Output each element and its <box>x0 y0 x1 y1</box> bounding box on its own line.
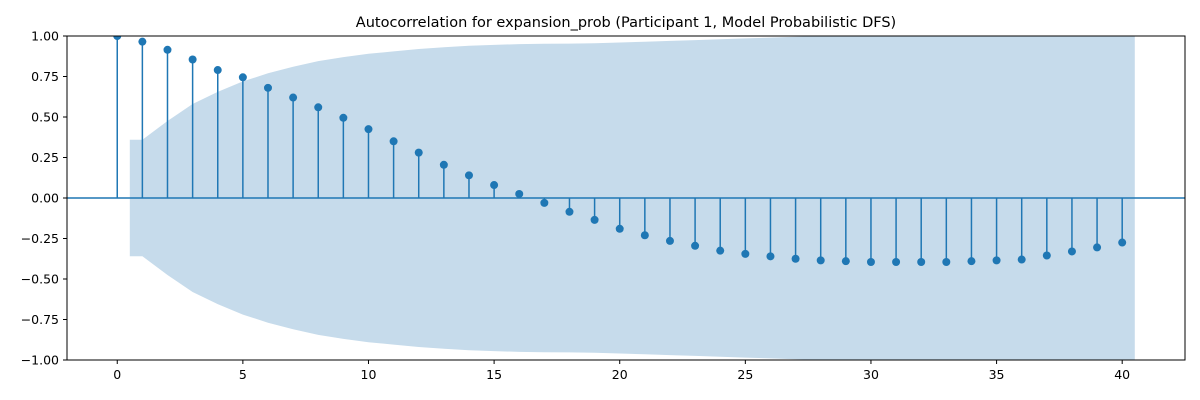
marker-lag-5 <box>238 73 247 82</box>
x-tick-label: 0 <box>113 367 121 382</box>
plot-area: 0 5 10 15 20 25 30 35 40 1.00 0.75 0.50 0.25 0.00 −0.2… <box>21 29 1186 382</box>
marker-lag-28 <box>816 256 825 265</box>
marker-lag-29 <box>841 257 850 266</box>
y-tick-label: −0.25 <box>21 231 59 246</box>
marker-lag-31 <box>892 257 901 266</box>
y-tick-label: 0.00 <box>31 191 59 206</box>
marker-lag-19 <box>590 215 599 224</box>
marker-lag-36 <box>1017 255 1026 264</box>
marker-lag-15 <box>490 181 499 190</box>
marker-lag-32 <box>917 257 926 266</box>
marker-lag-0 <box>113 36 122 40</box>
x-tick-label: 35 <box>989 367 1005 382</box>
marker-lag-16 <box>515 189 524 198</box>
marker-lag-40 <box>1118 238 1127 247</box>
marker-lag-25 <box>741 249 750 258</box>
marker-lag-10 <box>364 125 373 134</box>
x-tick-label: 5 <box>239 367 247 382</box>
marker-lag-26 <box>766 252 775 261</box>
y-tick-label: 0.50 <box>31 110 59 125</box>
marker-lag-20 <box>615 224 624 233</box>
marker-lag-6 <box>263 83 272 92</box>
marker-lag-34 <box>967 257 976 266</box>
marker-lag-18 <box>565 207 574 216</box>
marker-lag-8 <box>314 103 323 112</box>
x-tick-label: 30 <box>863 367 879 382</box>
chart-title: Autocorrelation for expansion_prob (Part… <box>356 15 896 31</box>
y-tick-label: 0.75 <box>31 69 59 84</box>
marker-lag-39 <box>1093 243 1102 252</box>
y-tick-label: −0.50 <box>21 272 59 287</box>
marker-lag-38 <box>1067 247 1076 256</box>
marker-lag-1 <box>138 37 147 46</box>
marker-lag-30 <box>866 257 875 266</box>
marker-lag-2 <box>163 45 172 54</box>
y-tick-label: −1.00 <box>21 353 59 368</box>
x-tick-label: 15 <box>486 367 502 382</box>
marker-lag-24 <box>716 246 725 255</box>
marker-lag-23 <box>691 241 700 250</box>
marker-lag-27 <box>791 254 800 263</box>
x-tick-label: 40 <box>1114 367 1130 382</box>
marker-lag-21 <box>640 231 649 240</box>
marker-lag-33 <box>942 257 951 266</box>
marker-lag-17 <box>540 198 549 207</box>
y-tick-label: 1.00 <box>31 29 59 44</box>
marker-lag-9 <box>339 113 348 122</box>
marker-lag-14 <box>464 171 473 180</box>
marker-lag-13 <box>439 160 448 169</box>
marker-lag-35 <box>992 256 1001 265</box>
x-tick-label: 10 <box>361 367 377 382</box>
y-tick-label: −0.75 <box>21 312 59 327</box>
marker-lag-37 <box>1042 251 1051 260</box>
marker-lag-3 <box>188 55 197 64</box>
marker-lag-7 <box>289 93 298 102</box>
x-tick-label: 25 <box>737 367 753 382</box>
marker-lag-22 <box>665 236 674 245</box>
y-tick-label: 0.25 <box>31 150 59 165</box>
marker-lag-11 <box>389 137 398 146</box>
marker-lag-12 <box>414 148 423 157</box>
marker-lag-4 <box>213 66 222 75</box>
x-tick-label: 20 <box>612 367 628 382</box>
